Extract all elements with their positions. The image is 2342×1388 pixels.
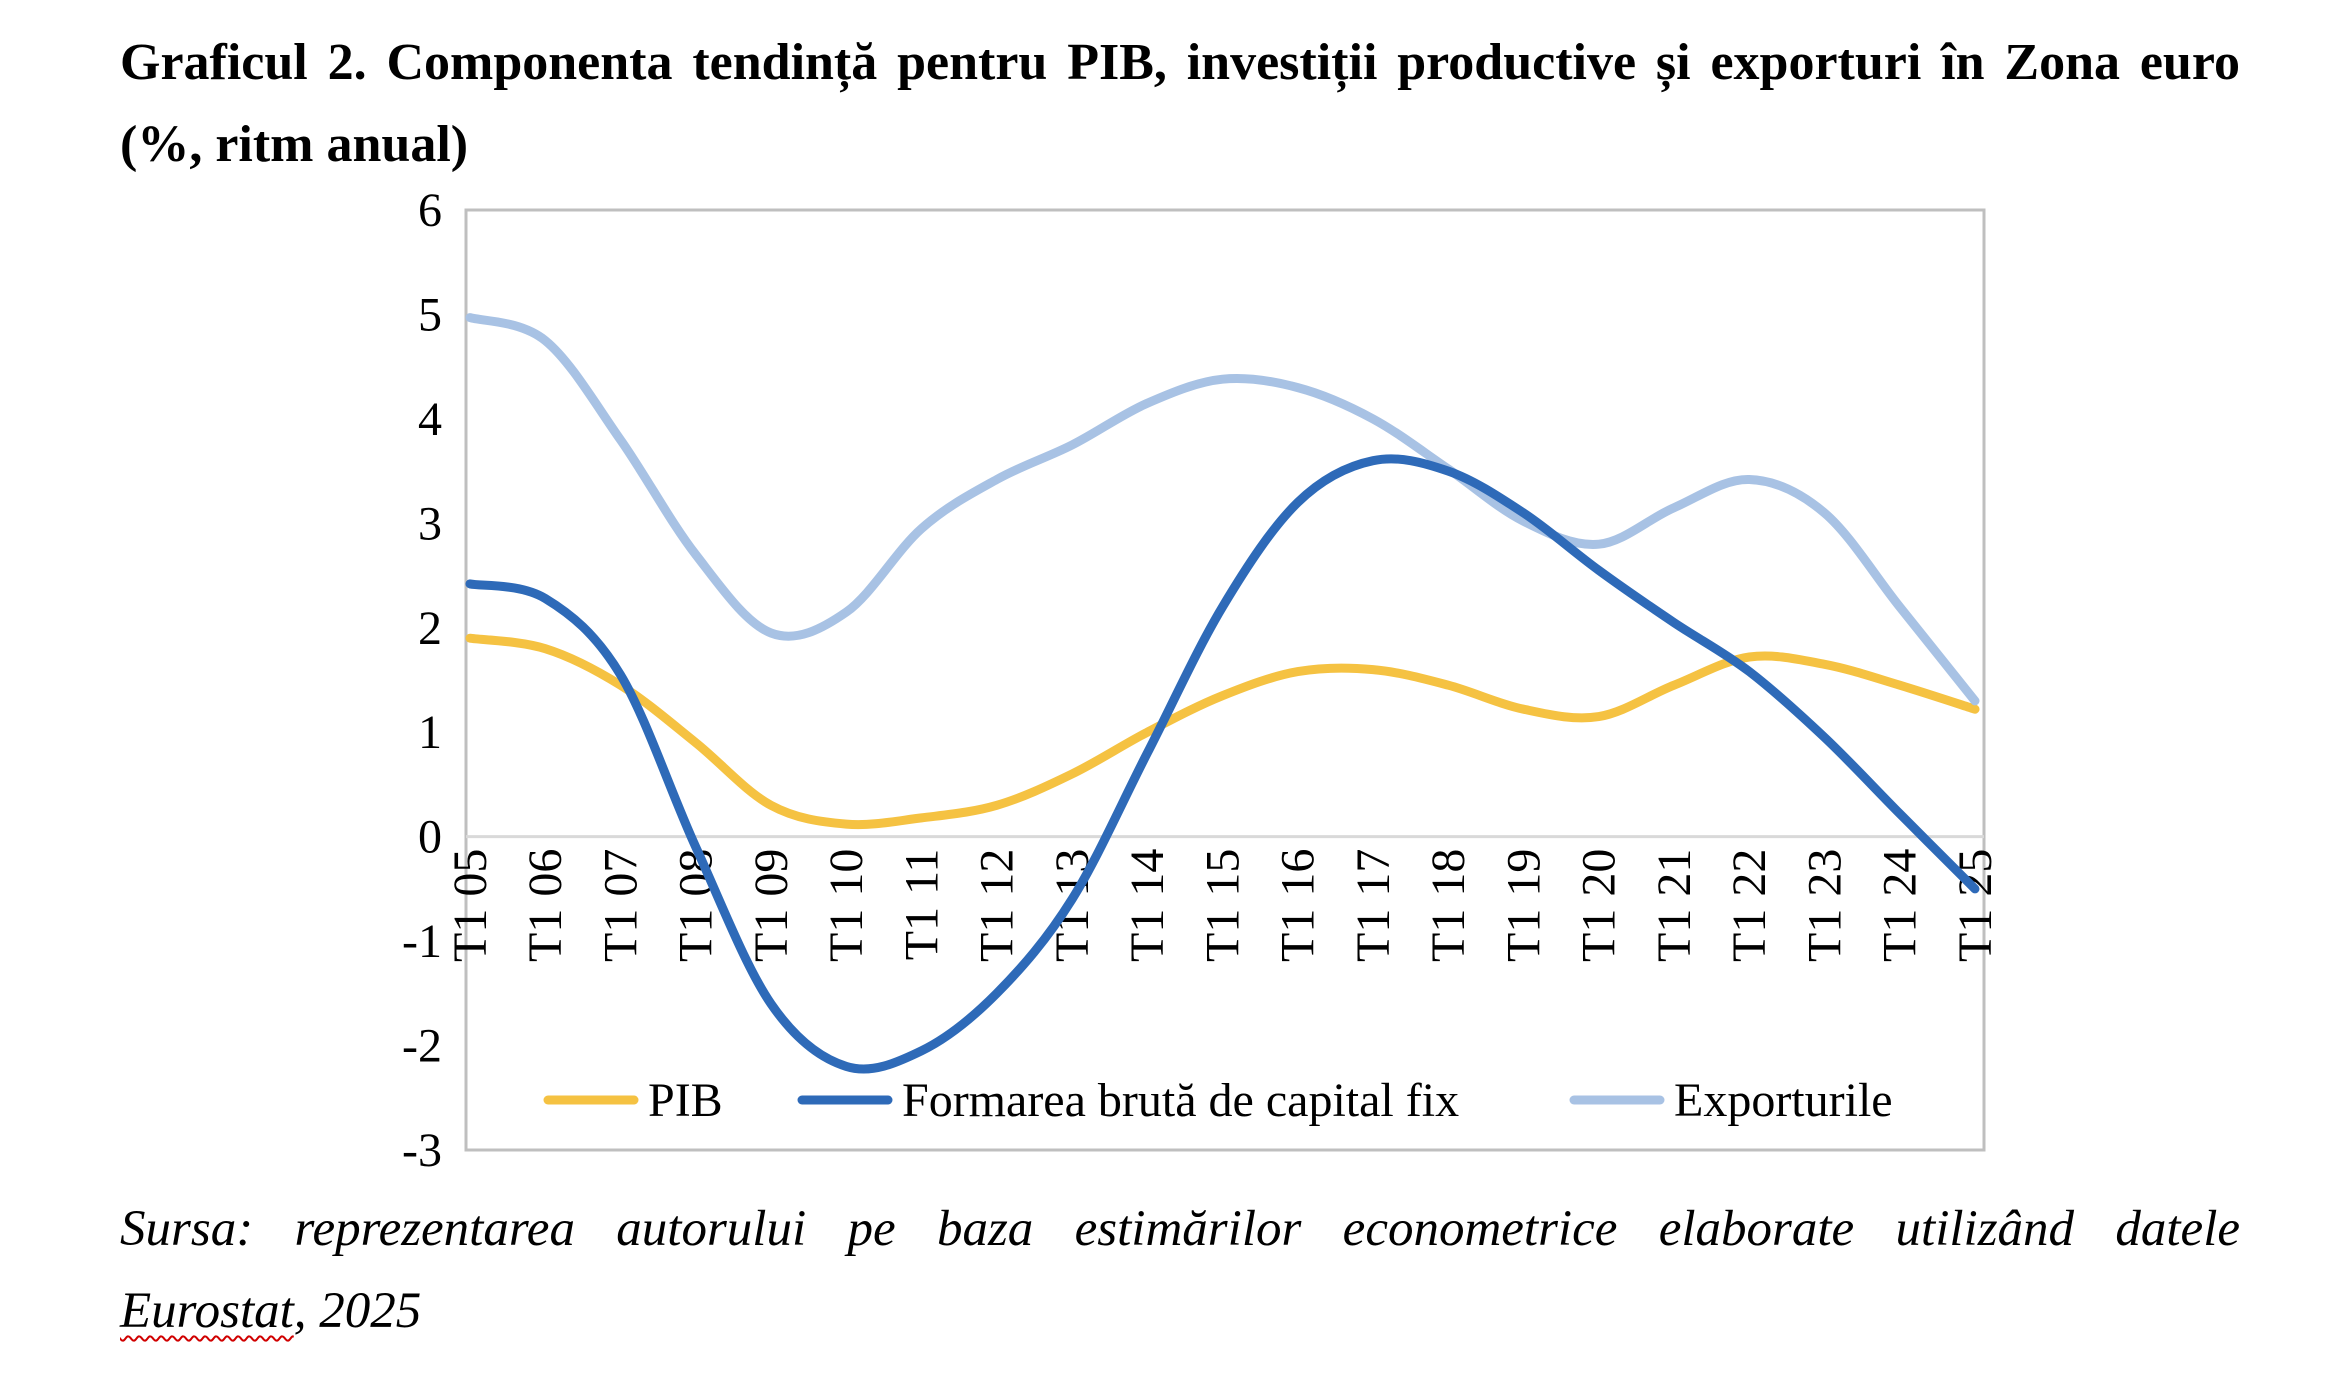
legend-label-0: PIB [648,1074,723,1127]
x-tick-label: T1 19 [1498,849,1551,962]
x-tick-label: T1 14 [1121,849,1174,962]
legend-label-2: Exporturile [1674,1074,1893,1127]
x-tick-label: T1 09 [745,849,798,962]
x-tick-label: T1 24 [1874,849,1927,962]
y-tick-label: 5 [418,288,442,341]
x-tick-label: T1 23 [1799,849,1852,962]
plot-area-border [464,208,1986,1152]
series-line-2 [465,313,1980,706]
x-tick-label: T1 20 [1573,849,1626,962]
source-line-2: Eurostat, 2025 [120,1270,2240,1352]
x-tick-label: T1 21 [1648,849,1701,962]
x-tick-label: T1 07 [595,849,648,962]
x-tick-label: T1 16 [1272,849,1325,962]
x-tick-label: T1 06 [519,849,572,962]
series-line-0 [465,633,1980,830]
x-tick-label: T1 18 [1422,849,1475,962]
source-year: , 2025 [293,1283,422,1339]
y-axis-tick-labels: 6 5 4 3 2 1 0 -1 -2 -3 [402,184,442,1177]
x-tick-label: T1 11 [896,849,949,961]
y-tick-label: 1 [418,706,442,759]
x-tick-label: T1 12 [971,849,1024,962]
y-tick-label: 0 [418,811,442,864]
source-note: Sursa: reprezentarea autorului pe baza e… [120,1188,2240,1352]
y-tick-label: 3 [418,497,442,550]
series-lines [465,313,1980,1074]
x-tick-label: T1 08 [670,849,723,962]
x-tick-label: T1 22 [1723,849,1776,962]
page-title: Graficul 2. Componenta tendință pentru P… [120,34,2240,173]
x-tick-label: T1 17 [1347,849,1400,962]
y-tick-label: -1 [402,915,442,968]
y-tick-label: 6 [418,184,442,237]
y-tick-label: -2 [402,1020,442,1073]
x-tick-label: T1 10 [820,849,873,962]
x-axis-tick-labels: T1 05 T1 06 T1 07 T1 08 T1 09 T1 10 T1 11 T1 12… [444,849,2002,962]
source-line-1: Sursa: reprezentarea autorului pe baza e… [120,1201,2240,1257]
source-eurostat: Eurostat [120,1283,294,1339]
y-tick-label: 2 [418,602,442,655]
y-tick-label: 4 [418,393,442,446]
series-line-1 [465,454,1980,1074]
y-tick-label: -3 [402,1124,442,1177]
x-tick-label: T1 05 [444,849,497,962]
x-tick-label: T1 15 [1197,849,1250,962]
legend-label-1: Formarea brută de capital fix [902,1074,1459,1127]
chart-legend: PIB Formarea brută de capital fix Exportur… [543,1074,1893,1127]
